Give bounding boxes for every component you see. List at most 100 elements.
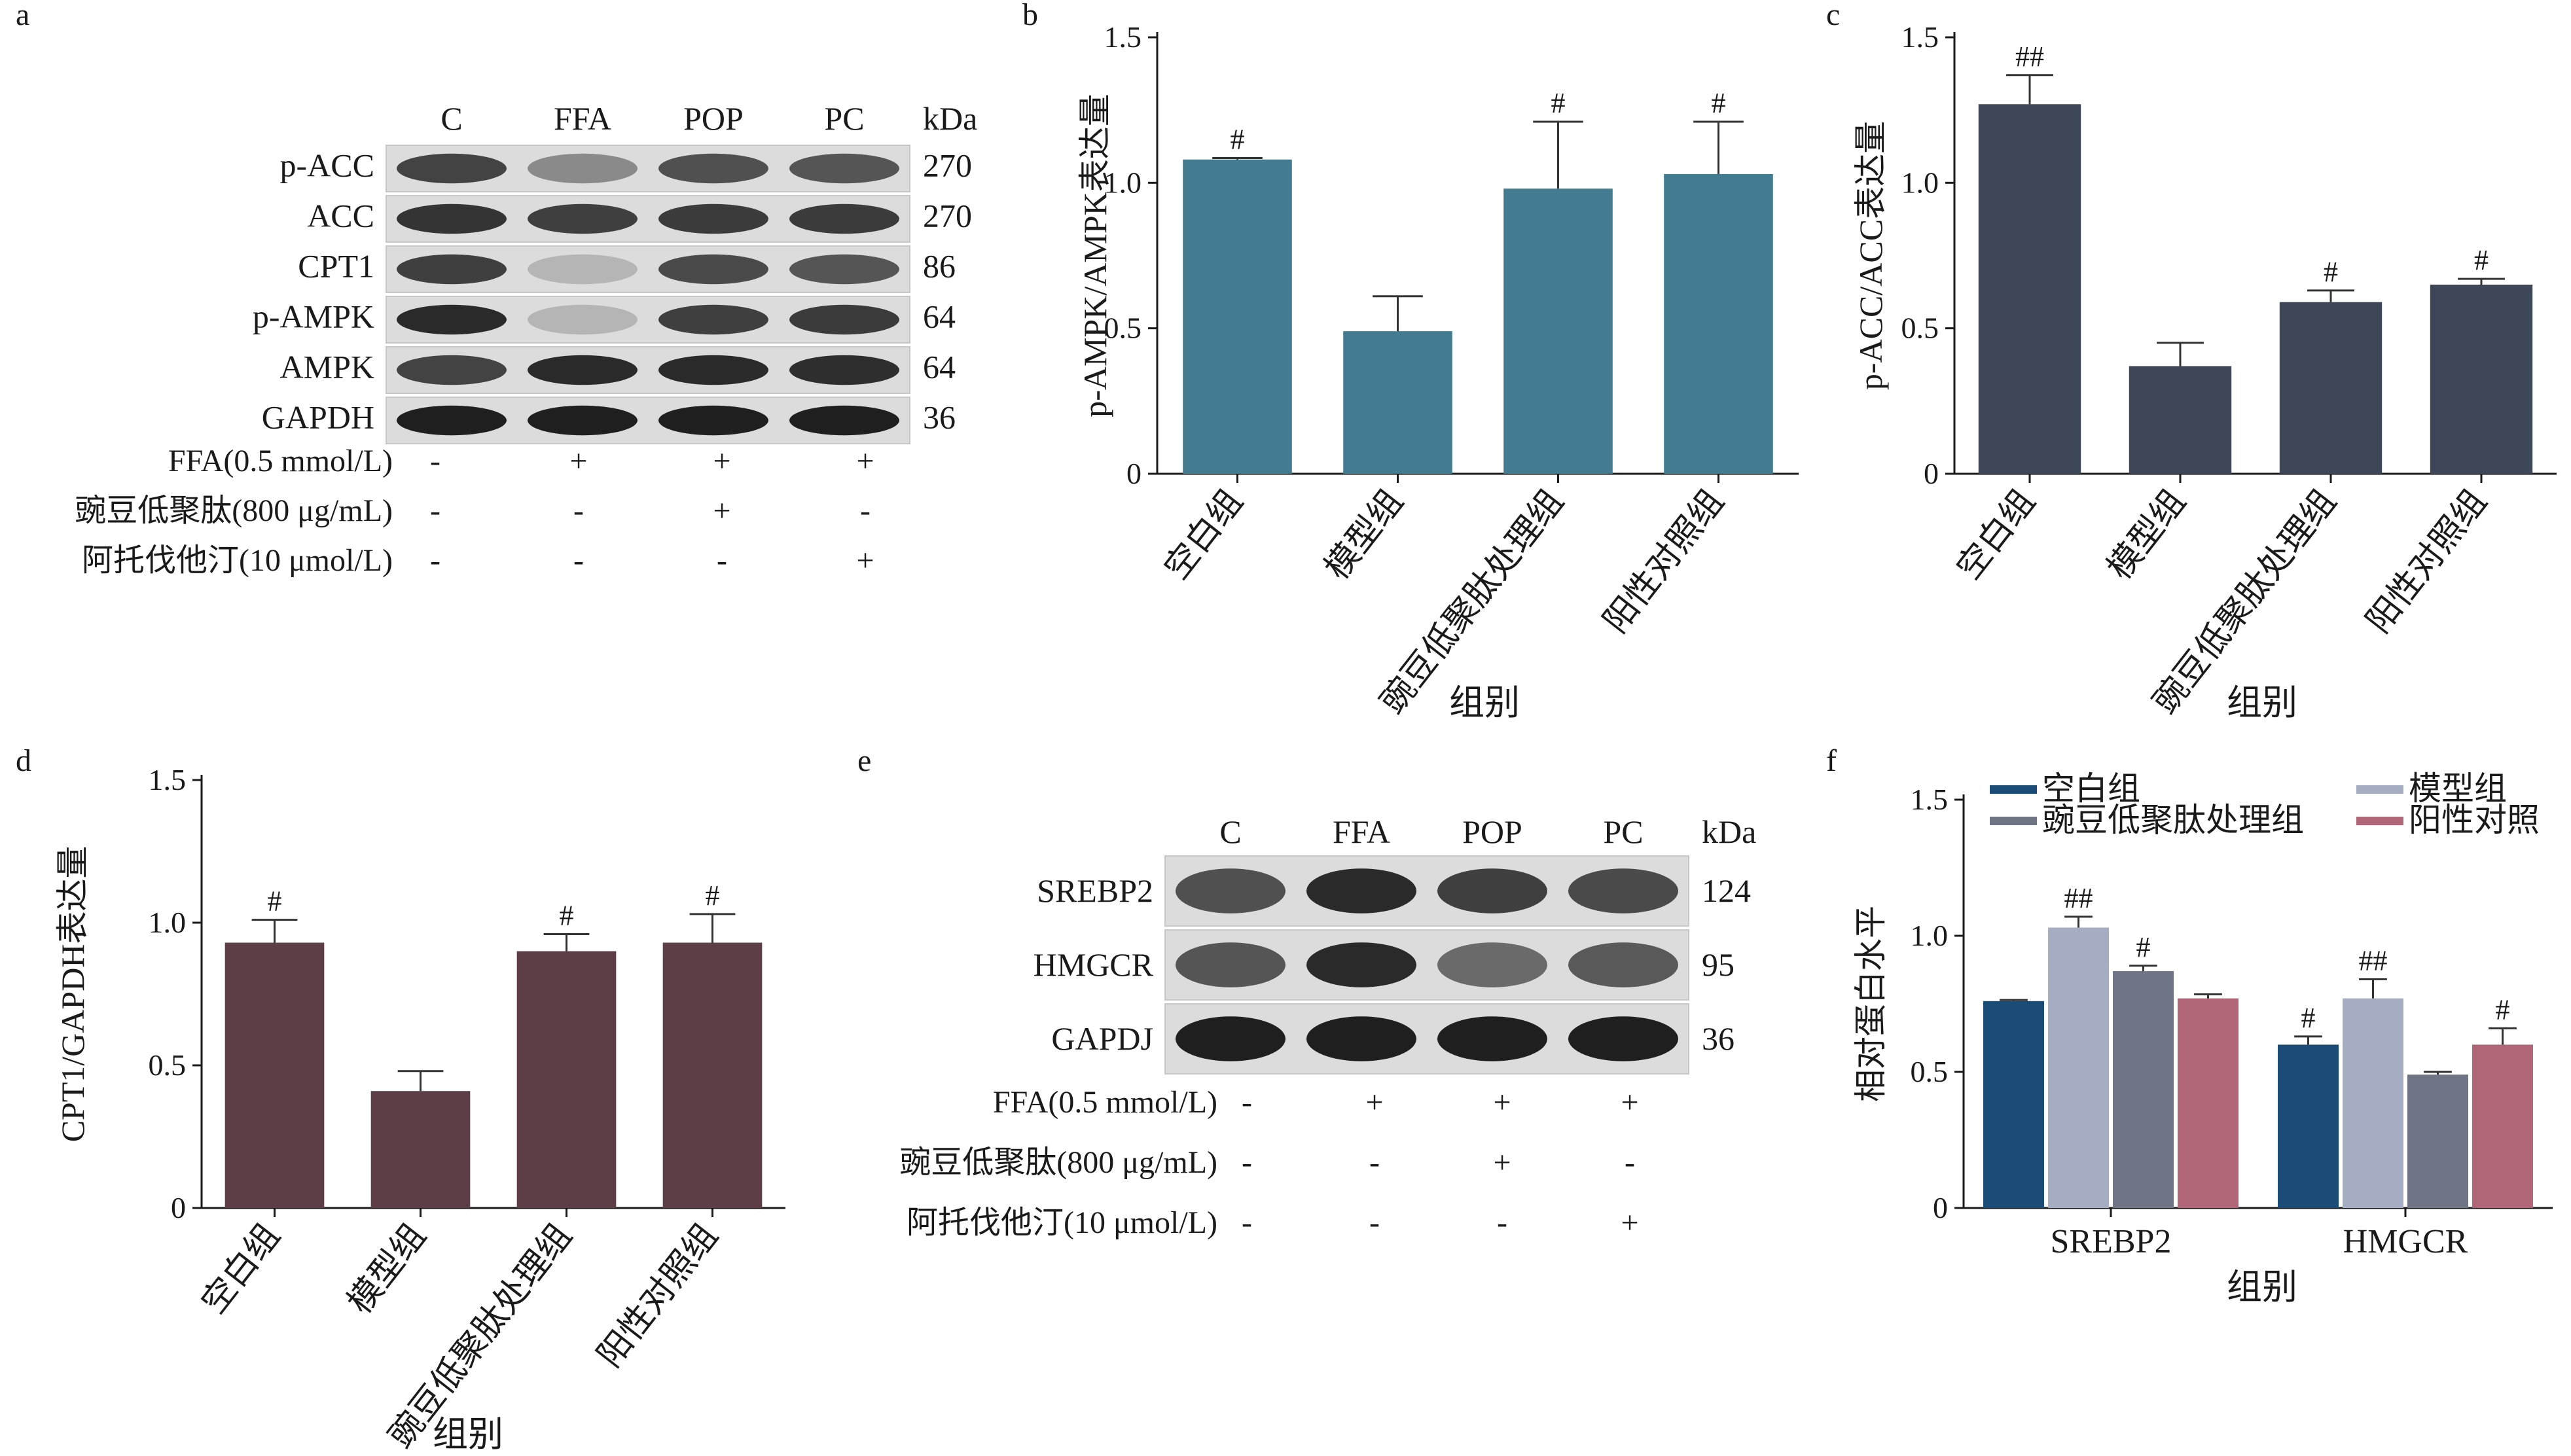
protein-band [1437,1016,1547,1061]
bar [2279,302,2382,474]
blot-row-label: CPT1 [298,248,374,285]
protein-band [397,405,507,436]
lane-label: PC [1603,813,1643,850]
protein-band [789,204,899,234]
panel-e-letter: e [857,743,871,778]
treatment-mark: + [713,493,730,528]
treatment-mark: + [856,543,874,578]
treatment-mark: - [430,444,440,478]
legend-label: 豌豆低聚肽处理组 [2042,802,2304,838]
bar [370,1091,471,1208]
lane-label: C [440,100,462,137]
y-tick-label: 1.5 [1911,783,1949,816]
treatment-mark: - [1625,1145,1635,1180]
blot-row-label: AMPK [280,349,374,385]
protein-band [658,304,768,335]
y-axis-title: p-ACC/ACC表达量 [1852,121,1889,390]
treatment-label: 阿托伐他汀(10 μmol/L) [907,1205,1217,1240]
panel-d-letter: d [16,743,31,778]
blot-row-label: p-ACC [280,147,374,184]
protein-band [528,254,638,285]
legend-label: 阳性对照 [2409,802,2540,838]
treatment-mark: - [1242,1205,1252,1240]
treatment-mark: - [1369,1205,1380,1240]
significance-mark: # [268,885,282,917]
legend-label: 空白组 [2042,770,2140,807]
protein-band [789,304,899,335]
bar [1978,104,2081,474]
protein-band [789,405,899,436]
protein-band [397,304,507,335]
treatment-label: 豌豆低聚肽(800 μg/mL) [75,493,393,528]
x-axis-title: 组别 [1449,683,1520,722]
treatment-label: 阿托伐他汀(10 μmol/L) [82,543,393,578]
blot-row-kda: 124 [1702,872,1751,909]
protein-band [1437,942,1547,987]
y-tick-label: 0 [1933,1191,1948,1224]
treatment-mark: + [1621,1085,1638,1120]
protein-band [658,254,768,285]
blot-row-label: SREBP2 [1037,872,1153,909]
significance-mark: # [2301,1002,2316,1034]
blot-row-label: HMGCR [1034,946,1154,983]
protein-band [1306,942,1416,987]
kda-header: kDa [923,100,977,137]
protein-band [789,254,899,285]
protein-band [1568,868,1678,914]
protein-band [658,405,768,436]
treatment-mark: - [1242,1085,1252,1120]
protein-band [1306,868,1416,914]
bar [516,951,617,1208]
western-blot-e: C FFA POP PC kDa SREBP2 124 HMGCR 95 GAPDJ 36 FFA(0… [899,813,1756,1240]
y-tick-label: 0 [1924,457,1939,490]
protein-band [1176,942,1286,987]
legend-swatch [1990,785,2037,794]
bar [1664,173,1773,474]
y-tick-label: 1.0 [1901,166,1939,199]
blot-row-label: p-AMPK [253,298,374,335]
protein-band [397,204,507,234]
significance-mark: # [1551,87,1566,119]
y-tick-label: 0.5 [1911,1055,1949,1088]
legend-label: 模型组 [2409,770,2507,807]
bar [1183,159,1292,474]
significance-mark: # [2474,244,2489,276]
panel-a-letter: a [16,0,29,32]
blot-row-kda: 95 [1702,946,1735,983]
bar [2407,1074,2468,1208]
y-tick-label: 0.5 [149,1048,187,1082]
significance-mark: ## [2064,882,2093,914]
treatment-mark: + [1621,1205,1638,1240]
treatment-mark: - [860,493,871,528]
y-tick-label: 1.5 [1104,20,1142,54]
y-tick-label: 1.0 [1104,166,1142,199]
significance-mark: # [706,879,720,912]
x-axis-title: 组别 [2227,1268,2297,1307]
protein-band [1306,1016,1416,1061]
protein-band [658,355,768,385]
treatment-mark: + [856,444,874,478]
y-tick-label: 0.5 [1104,311,1142,345]
protein-band [528,304,638,335]
protein-band [528,355,638,385]
y-tick-label: 1.0 [1911,919,1949,952]
protein-band [658,153,768,184]
protein-band [789,355,899,385]
treatment-mark: - [430,493,440,528]
bar [1983,1001,2044,1208]
treatment-mark: + [713,444,730,478]
protein-band [658,204,768,234]
significance-mark: ## [2015,41,2044,73]
y-tick-label: 0 [1126,457,1142,490]
bar [2472,1044,2533,1208]
protein-band [397,254,507,285]
protein-band [1176,868,1286,914]
x-category-label: SREBP2 [2051,1223,2172,1260]
protein-band [528,204,638,234]
protein-band [528,405,638,436]
blot-row-label: GAPDJ [1051,1020,1153,1057]
treatment-mark: - [573,493,584,528]
treatment-mark: - [717,543,727,578]
blot-row-kda: 64 [923,298,956,335]
